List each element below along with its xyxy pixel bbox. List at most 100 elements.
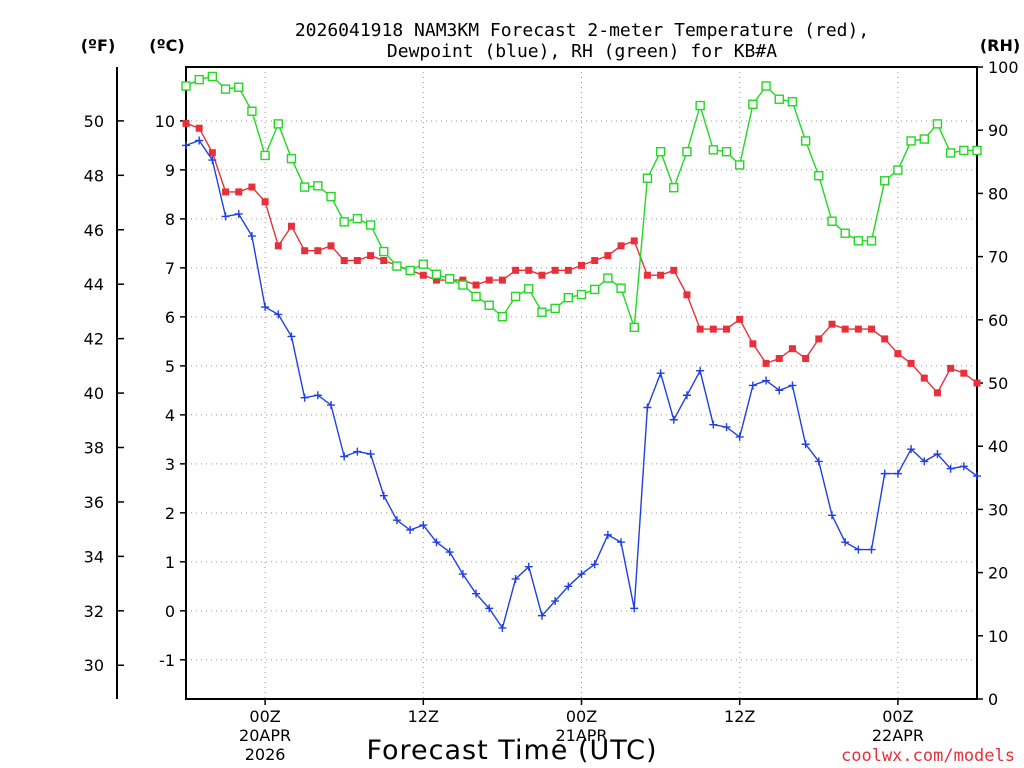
dewpoint-point <box>920 457 929 466</box>
dewpoint-point <box>419 521 428 530</box>
dewpoint-point <box>511 574 520 583</box>
credit-text: coolwx.com/models <box>841 746 1015 766</box>
rh-point <box>669 183 679 193</box>
rh-point <box>655 146 666 157</box>
dewpoint-point <box>537 611 546 620</box>
rh-point <box>603 273 613 283</box>
dewpoint-point <box>353 447 362 456</box>
temperature-point <box>538 271 546 279</box>
temperature-point <box>301 247 309 255</box>
rh-point <box>906 136 916 146</box>
rh-point <box>273 119 283 129</box>
celsius-tick-label: 6 <box>165 308 175 327</box>
dewpoint-point <box>406 525 415 534</box>
rh-point <box>379 246 389 257</box>
fahrenheit-tick-label: 46 <box>84 221 104 240</box>
rh-point <box>497 311 508 322</box>
dewpoint-point <box>722 423 731 432</box>
dewpoint-point <box>907 445 916 454</box>
dewpoint-point <box>880 469 889 478</box>
temperature-point <box>604 252 612 260</box>
dewpoint-point <box>709 420 718 429</box>
rh-tick-label: 50 <box>988 374 1008 393</box>
rh-point <box>418 259 428 269</box>
fahrenheit-tick-label: 42 <box>84 330 104 349</box>
rh-point <box>866 236 877 246</box>
unit-label-rh: (RH) <box>980 36 1020 55</box>
temperature-point <box>617 242 625 250</box>
temperature-point <box>353 257 361 265</box>
rh-point <box>840 228 850 238</box>
temperature-point <box>512 266 520 274</box>
dewpoint-point <box>814 457 823 466</box>
dewpoint-point <box>551 597 560 606</box>
rh-point <box>510 291 521 302</box>
dewpoint-point <box>485 604 494 613</box>
temperature-point <box>235 188 243 196</box>
rh-point <box>748 99 758 109</box>
rh-point <box>827 216 837 226</box>
rh-point <box>735 160 745 170</box>
rh-point <box>537 307 547 317</box>
rh-point <box>431 269 442 279</box>
temperature-point <box>683 291 691 299</box>
temperature-point <box>578 261 585 269</box>
temperature-point <box>208 149 216 157</box>
fahrenheit-tick-label: 34 <box>84 547 104 566</box>
temperature-point <box>591 257 599 265</box>
temperature-point <box>802 355 810 363</box>
temperature-point <box>195 124 203 132</box>
dewpoint-point <box>247 232 256 241</box>
dewpoint-point <box>762 376 771 385</box>
time-tick-label: 12Z <box>724 707 755 726</box>
rh-point <box>220 84 231 94</box>
rh-point <box>550 303 560 314</box>
temperature-point <box>933 389 941 397</box>
temperature-point <box>261 198 269 206</box>
celsius-tick-label: 4 <box>165 406 175 425</box>
dewpoint-point <box>841 538 850 547</box>
celsius-tick-label: 5 <box>165 357 175 376</box>
temperature-point <box>960 369 968 377</box>
rh-point <box>774 94 784 104</box>
dewpoint-point <box>366 450 375 459</box>
rh-point <box>339 217 349 227</box>
chart-title-line-1: 2026041918 NAM3KM Forecast 2-meter Tempe… <box>295 20 869 41</box>
temperature-point <box>274 242 282 250</box>
temperature-point <box>775 355 783 363</box>
temperature-point <box>815 335 823 343</box>
dewpoint-point <box>313 391 322 400</box>
temperature-point <box>762 359 770 367</box>
dewpoint-point <box>392 516 401 525</box>
fahrenheit-tick-label: 36 <box>84 493 104 512</box>
fahrenheit-axis: 30 32 34 36 38 40 42 44 46 48 50 <box>84 112 124 675</box>
dewpoint-point <box>617 538 626 547</box>
dewpoint-point <box>524 562 533 571</box>
dewpoint-point <box>748 381 757 390</box>
temperature-point <box>920 374 928 382</box>
fahrenheit-tick-label: 32 <box>84 602 104 621</box>
rh-tick-label: 40 <box>988 437 1008 456</box>
rh-point <box>945 148 956 158</box>
time-tick-label: 12Z <box>408 707 439 726</box>
rh-point <box>299 182 310 192</box>
temperature-point <box>670 266 678 274</box>
fahrenheit-tick-label: 48 <box>84 166 104 185</box>
dewpoint-point <box>327 401 336 410</box>
rh-series <box>181 71 982 333</box>
rh-tick-label: 100 <box>988 58 1019 77</box>
temperature-point <box>340 257 348 265</box>
dewpoint-point <box>472 589 481 598</box>
rh-tick-label: 60 <box>988 311 1008 330</box>
rh-tick-label: 20 <box>988 564 1008 583</box>
dewpoint-point <box>274 310 283 319</box>
celsius-tick-label: 3 <box>165 455 175 474</box>
rh-point <box>326 191 336 202</box>
fahrenheit-tick-label: 50 <box>84 112 104 131</box>
rh-point <box>959 145 969 156</box>
rh-point <box>392 261 402 271</box>
temperature-point <box>854 325 862 333</box>
temperature-point <box>973 379 981 387</box>
dewpoint-point <box>630 604 639 613</box>
